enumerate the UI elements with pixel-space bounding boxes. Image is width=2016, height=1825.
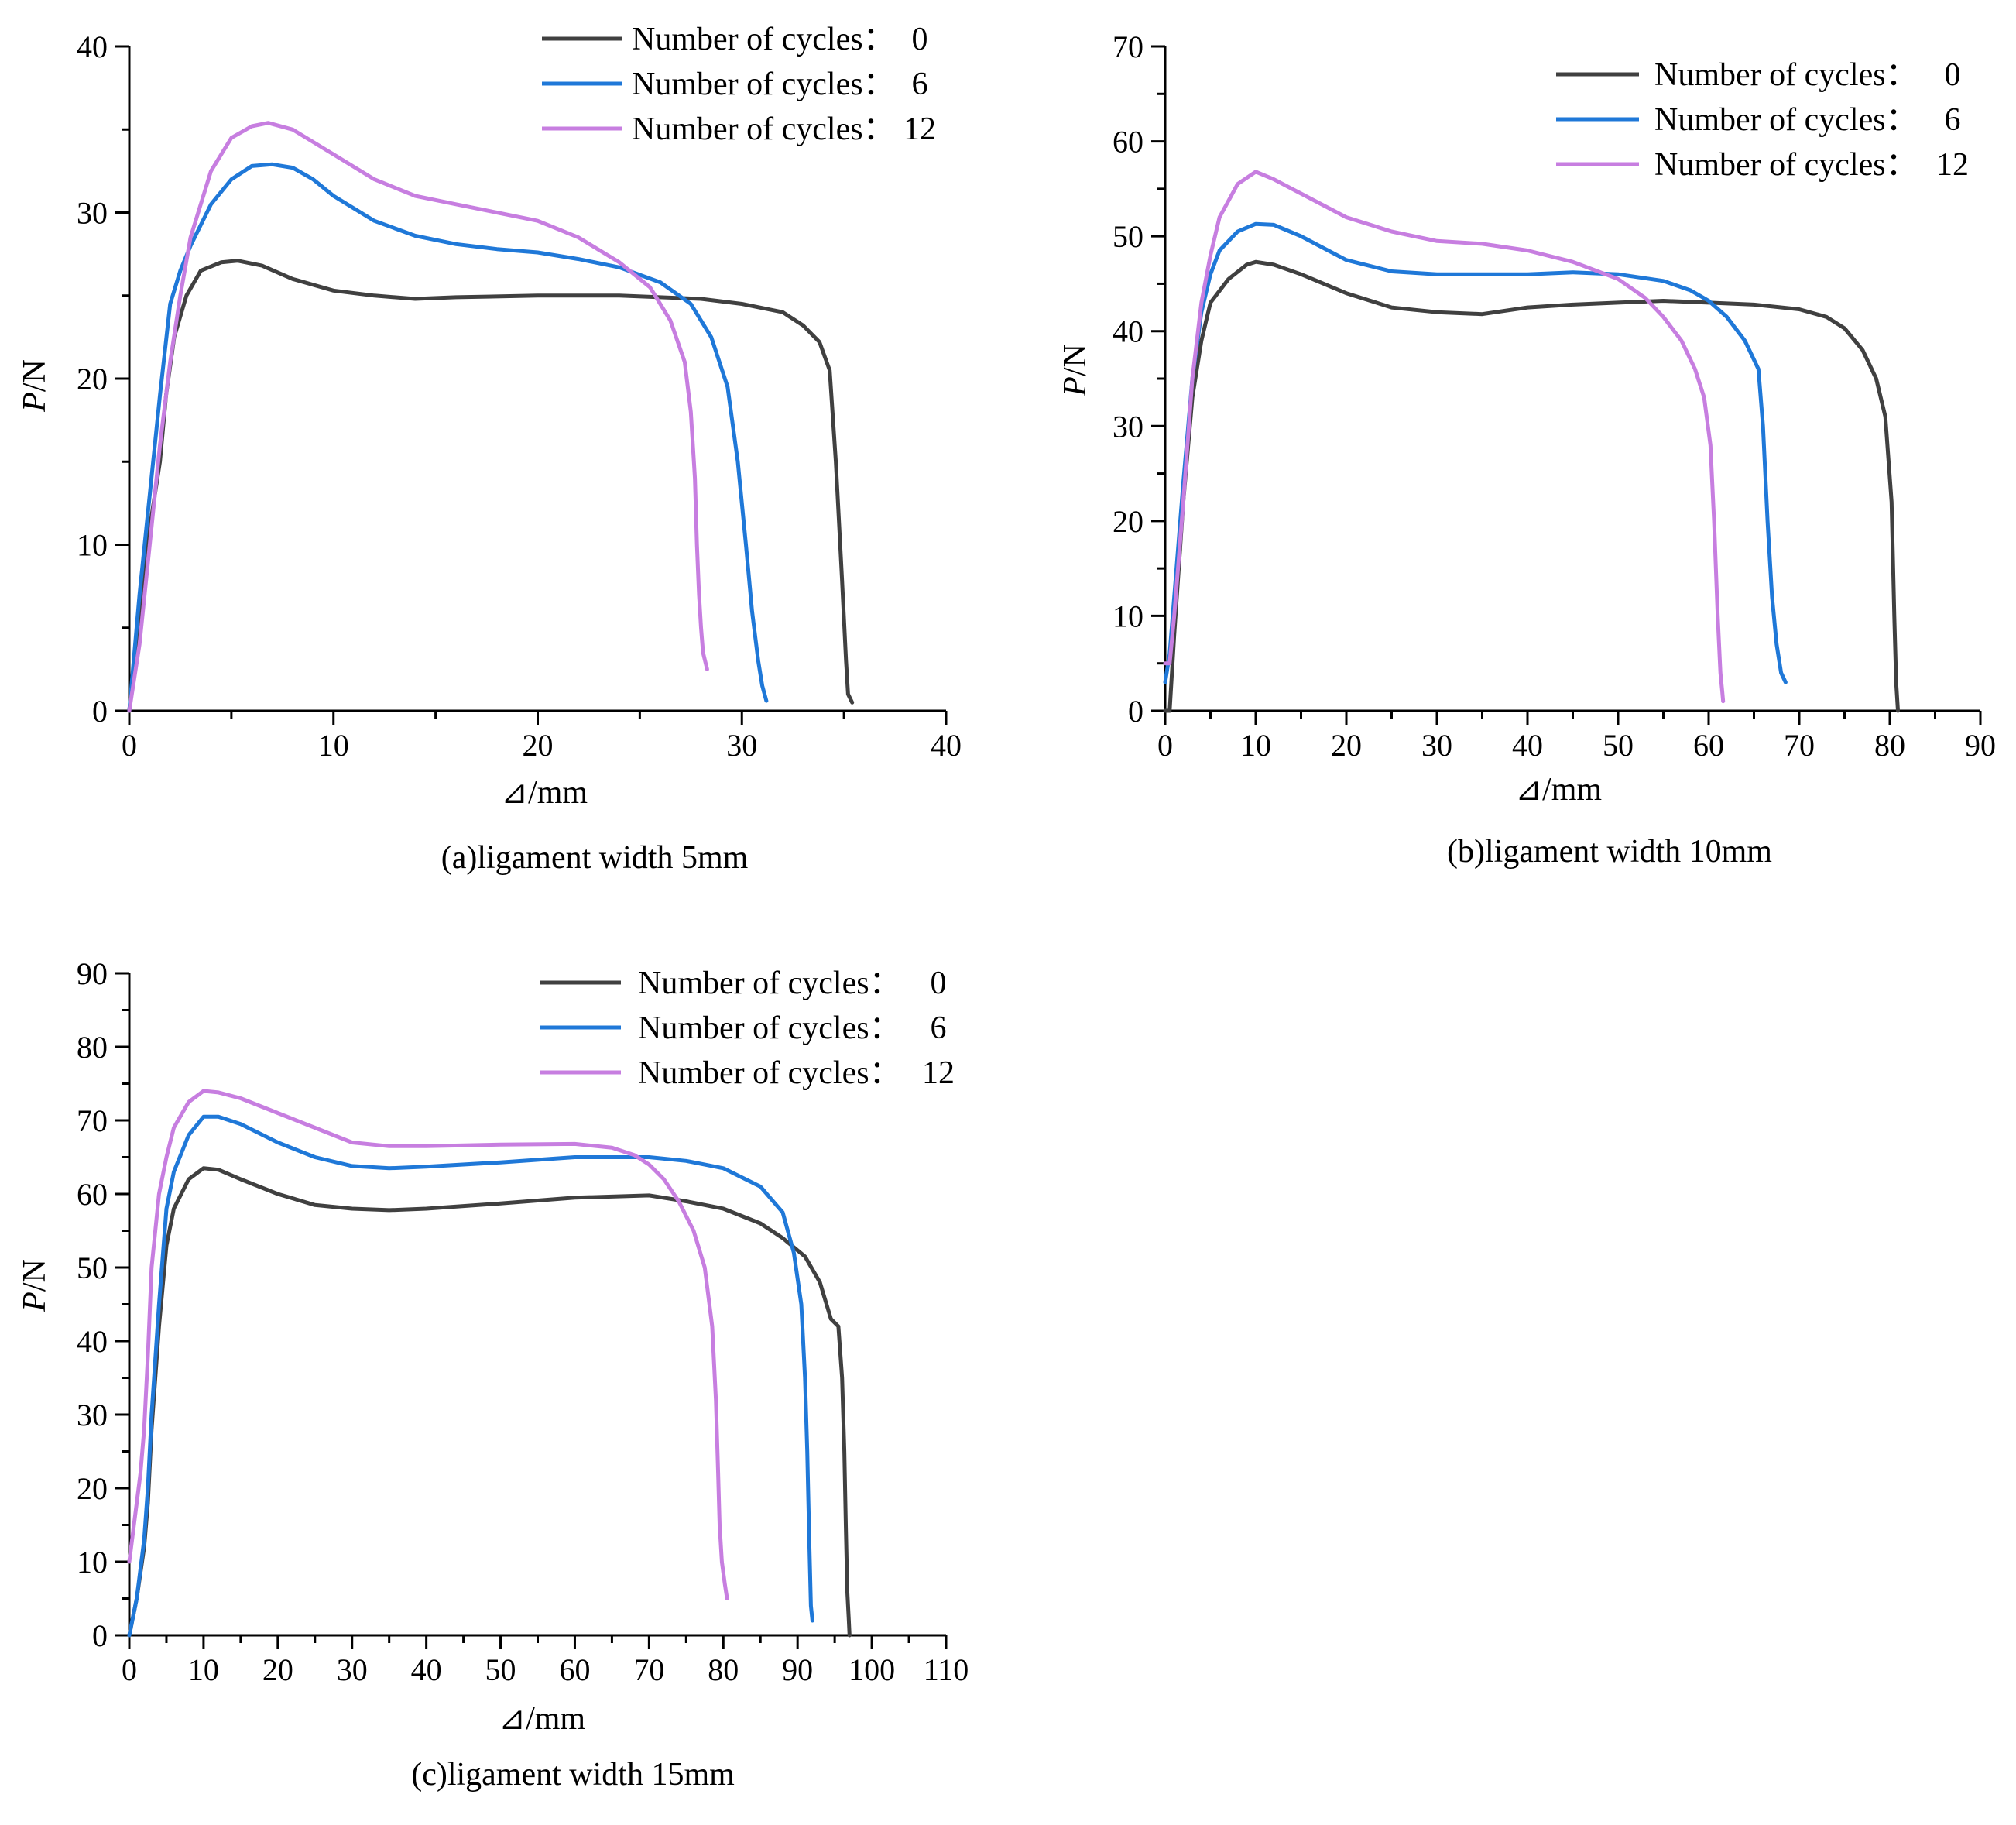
series-line-cycles-6: [127, 1114, 814, 1638]
series-line-cycles-0: [127, 259, 855, 713]
y-tick-label: 20: [77, 1471, 108, 1506]
x-tick-label: 90: [1965, 728, 1996, 763]
chart-caption: (a)ligament width 5mm: [441, 840, 749, 876]
y-axis-label: P/N: [17, 1259, 53, 1312]
y-tick-label: 40: [77, 1324, 108, 1359]
legend-label: Number of cycles：: [632, 111, 896, 147]
legend-label: Number of cycles：: [1654, 102, 1918, 138]
legend-value: 0: [1945, 57, 1961, 93]
chart-caption: (c)ligament width 15mm: [411, 1757, 735, 1792]
x-tick-label: 20: [262, 1652, 293, 1687]
x-tick-label: 70: [1784, 728, 1815, 763]
y-axis-label-symbol: P: [1058, 376, 1093, 397]
y-tick-label: 30: [77, 196, 108, 231]
y-axis-label-symbol: P: [17, 392, 53, 413]
y-tick-label: 10: [1113, 599, 1143, 633]
chart-b: 0 10 20 30 40 50 60 70 80 90010203040506070⊿/mmP/…: [1058, 29, 1996, 870]
y-axis-label-unit: /N: [1058, 344, 1093, 376]
legend-value: 0: [931, 966, 947, 1001]
x-tick-label: 30: [337, 1652, 368, 1687]
legend-label: Number of cycles：: [638, 1055, 902, 1091]
legend-label: Number of cycles：: [638, 966, 902, 1001]
x-tick-label: 80: [708, 1652, 739, 1687]
x-tick-label: 110: [924, 1652, 969, 1687]
x-tick-label: 10: [318, 728, 349, 763]
y-tick-label: 40: [1113, 314, 1143, 349]
legend-value: 0: [912, 22, 928, 57]
legend-label: Number of cycles：: [632, 67, 896, 102]
legend-value: 6: [931, 1010, 947, 1046]
x-tick-label: 30: [726, 728, 757, 763]
x-tick-label: 0: [122, 728, 137, 763]
series-line-cycles-6: [127, 162, 769, 713]
legend-label: Number of cycles：: [638, 1010, 902, 1046]
x-tick-label: 20: [1331, 728, 1362, 763]
y-tick-label: 90: [77, 956, 108, 991]
y-tick-label: 50: [77, 1250, 108, 1285]
y-axis-label: P/N: [17, 359, 53, 413]
x-tick-label: 40: [931, 728, 962, 763]
y-tick-label: 50: [1113, 219, 1143, 254]
series-line-cycles-6: [1163, 221, 1788, 684]
y-tick-label: 60: [1113, 125, 1143, 160]
legend-value: 6: [912, 67, 928, 102]
x-tick-label: 40: [411, 1652, 442, 1687]
legend-value: 6: [1945, 102, 1961, 138]
legend: Number of cycles： 0 Number of cycles： 6 Numb…: [540, 966, 955, 1091]
x-tick-label: 60: [1693, 728, 1724, 763]
y-axis-label: P/N: [1058, 344, 1093, 397]
x-tick-label: 40: [1512, 728, 1543, 763]
series-line-cycles-12: [127, 121, 709, 713]
y-tick-label: 70: [1113, 29, 1143, 64]
x-tick-label: 10: [188, 1652, 219, 1687]
y-tick-label: 20: [1113, 504, 1143, 539]
x-tick-label: 0: [1157, 728, 1173, 763]
y-tick-label: 30: [77, 1398, 108, 1432]
legend-label: Number of cycles：: [1654, 57, 1918, 93]
chart-caption: (b)ligament width 10mm: [1447, 834, 1772, 870]
x-axis-label: ⊿/mm: [499, 1701, 586, 1737]
y-tick-label: 60: [77, 1177, 108, 1212]
y-tick-label: 80: [77, 1030, 108, 1065]
legend: Number of cycles： 0 Number of cycles： 6 Numb…: [542, 22, 936, 147]
chart-c: 0 10 20 30 40 50 60 70 80 90 100 110010203040506070…: [17, 956, 969, 1792]
x-axis-label: ⊿/mm: [1515, 772, 1603, 808]
y-tick-label: 70: [77, 1103, 108, 1138]
legend-label: Number of cycles：: [1654, 147, 1918, 183]
y-tick-label: 0: [92, 694, 108, 729]
series-line-cycles-0: [127, 1166, 852, 1638]
legend-value: 12: [922, 1055, 955, 1091]
x-tick-label: 100: [849, 1652, 895, 1687]
chart-a: 0 10 20 30 40 0 10 20 30 40 ⊿/mm P/N Number of cycle…: [17, 22, 962, 876]
x-tick-label: 90: [782, 1652, 813, 1687]
y-axis-label-unit: /N: [17, 1259, 53, 1292]
y-tick-label: 20: [77, 362, 108, 396]
y-tick-label: 10: [77, 528, 108, 563]
x-tick-label: 10: [1240, 728, 1271, 763]
y-tick-label: 40: [77, 29, 108, 64]
x-tick-label: 30: [1421, 728, 1452, 763]
x-tick-label: 20: [523, 728, 554, 763]
y-tick-label: 0: [1128, 694, 1143, 729]
y-axis-label-unit: /N: [17, 359, 53, 392]
x-axis-label: ⊿/mm: [501, 775, 588, 811]
x-tick-label: 50: [485, 1652, 516, 1687]
series-line-cycles-12: [127, 1089, 729, 1600]
x-tick-label: 70: [633, 1652, 664, 1687]
legend-value: 12: [1936, 147, 1969, 183]
x-tick-label: 60: [559, 1652, 590, 1687]
y-tick-label: 10: [77, 1545, 108, 1580]
legend: Number of cycles： 0 Number of cycles： 6 Numb…: [1556, 57, 1969, 183]
series-line-cycles-0: [1163, 259, 1900, 713]
x-tick-label: 80: [1874, 728, 1905, 763]
legend-label: Number of cycles：: [632, 22, 896, 57]
y-tick-label: 30: [1113, 409, 1143, 444]
y-axis-label-symbol: P: [17, 1292, 53, 1312]
y-tick-label: 0: [92, 1618, 108, 1653]
legend-value: 12: [903, 111, 936, 147]
x-tick-label: 0: [122, 1652, 137, 1687]
series-line-cycles-12: [1163, 170, 1726, 704]
x-tick-label: 50: [1603, 728, 1634, 763]
